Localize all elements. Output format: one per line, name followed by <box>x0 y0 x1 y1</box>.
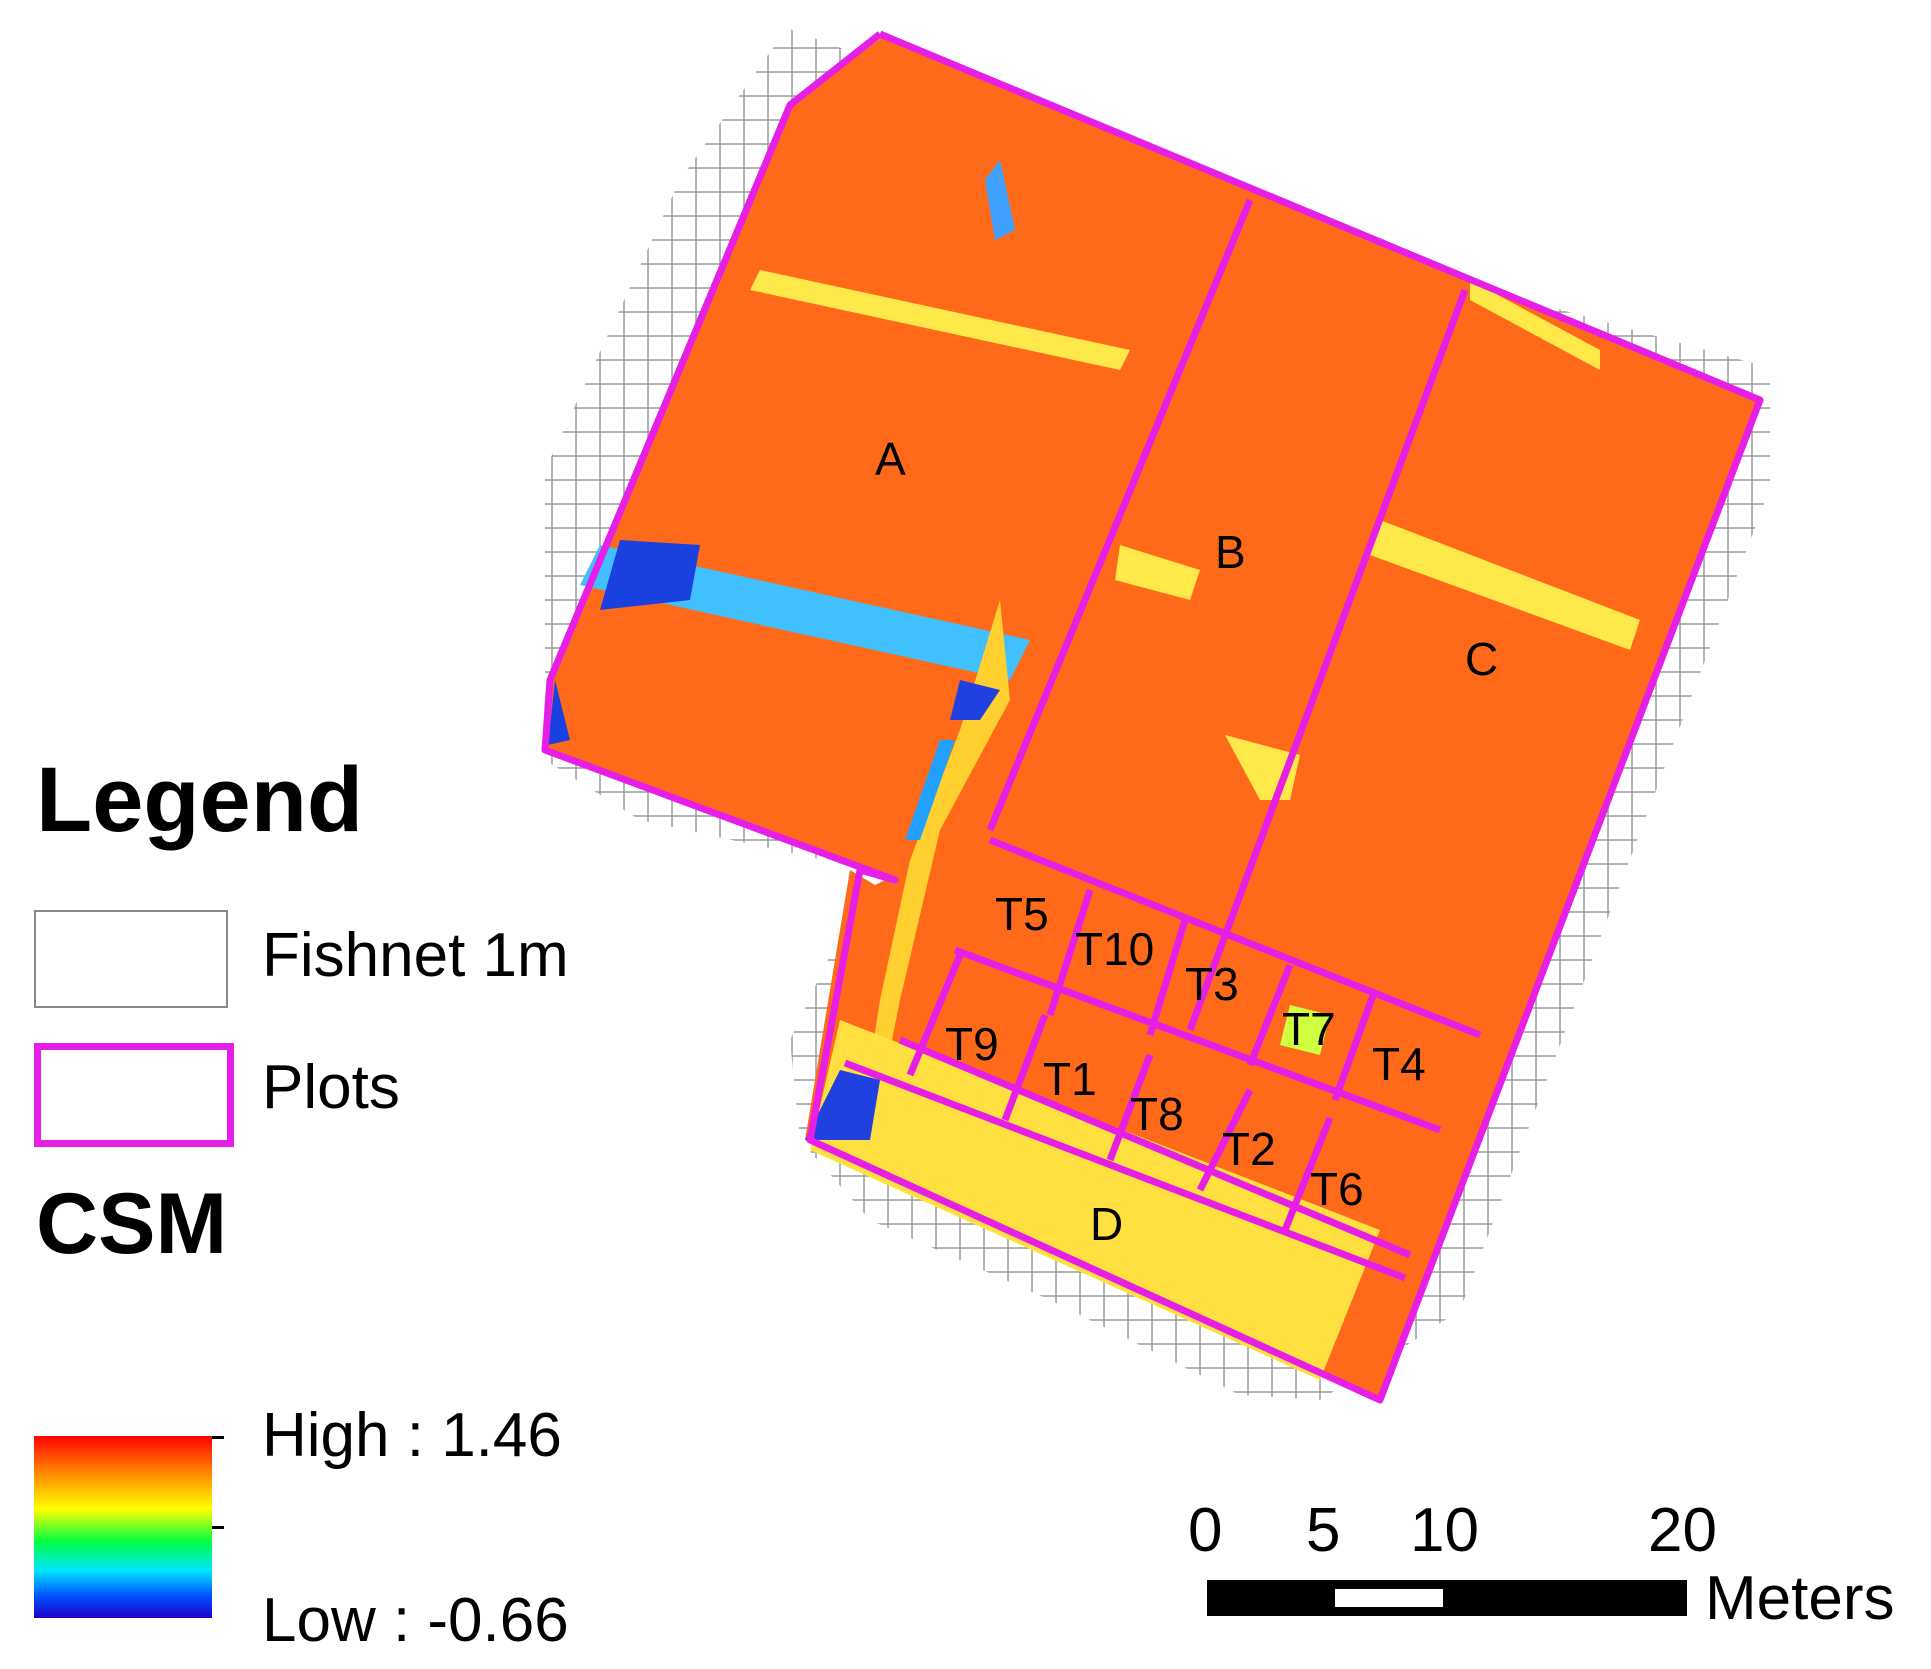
scale-tick-0: 0 <box>1188 1496 1223 1565</box>
plot-label-t7: T7 <box>1282 1003 1336 1055</box>
csm-high-label: High : 1.46 <box>262 1401 562 1470</box>
plot-label-d: D <box>1090 1198 1123 1250</box>
ramp-tick-high <box>212 1436 224 1439</box>
plot-label-t1: T1 <box>1043 1053 1097 1105</box>
csm-low-label: Low : -0.66 <box>262 1586 569 1655</box>
scale-unit: Meters <box>1705 1564 1895 1633</box>
plot-label-t2: T2 <box>1222 1123 1276 1175</box>
plot-label-t8: T8 <box>1130 1088 1184 1140</box>
plot-label-a: A <box>875 433 906 485</box>
plot-label-b: B <box>1215 526 1246 578</box>
plot-label-c: C <box>1465 633 1498 685</box>
plot-label-t9: T9 <box>945 1018 999 1070</box>
scale-tick-20: 20 <box>1648 1496 1717 1565</box>
plots-swatch <box>34 1043 234 1147</box>
plot-label-t5: T5 <box>995 888 1049 940</box>
plot-outlines <box>541 30 1764 1404</box>
legend-title: Legend <box>36 749 364 851</box>
scale-tick-10: 10 <box>1410 1496 1479 1565</box>
scale-bar <box>1207 1580 1687 1616</box>
fishnet-legend-label: Fishnet 1m <box>262 921 569 990</box>
plot-label-t10: T10 <box>1075 923 1154 975</box>
fishnet-swatch <box>34 910 228 1008</box>
ramp-tick-mid <box>212 1526 224 1529</box>
plots-legend-label: Plots <box>262 1053 400 1122</box>
plot-label-t6: T6 <box>1310 1163 1364 1215</box>
plot-label-t4: T4 <box>1372 1038 1426 1090</box>
csm-color-ramp <box>34 1436 212 1618</box>
scale-tick-5: 5 <box>1306 1496 1341 1565</box>
csm-title: CSM <box>36 1176 228 1272</box>
csm-low-areas <box>548 160 1640 1380</box>
plot-label-t3: T3 <box>1185 958 1239 1010</box>
